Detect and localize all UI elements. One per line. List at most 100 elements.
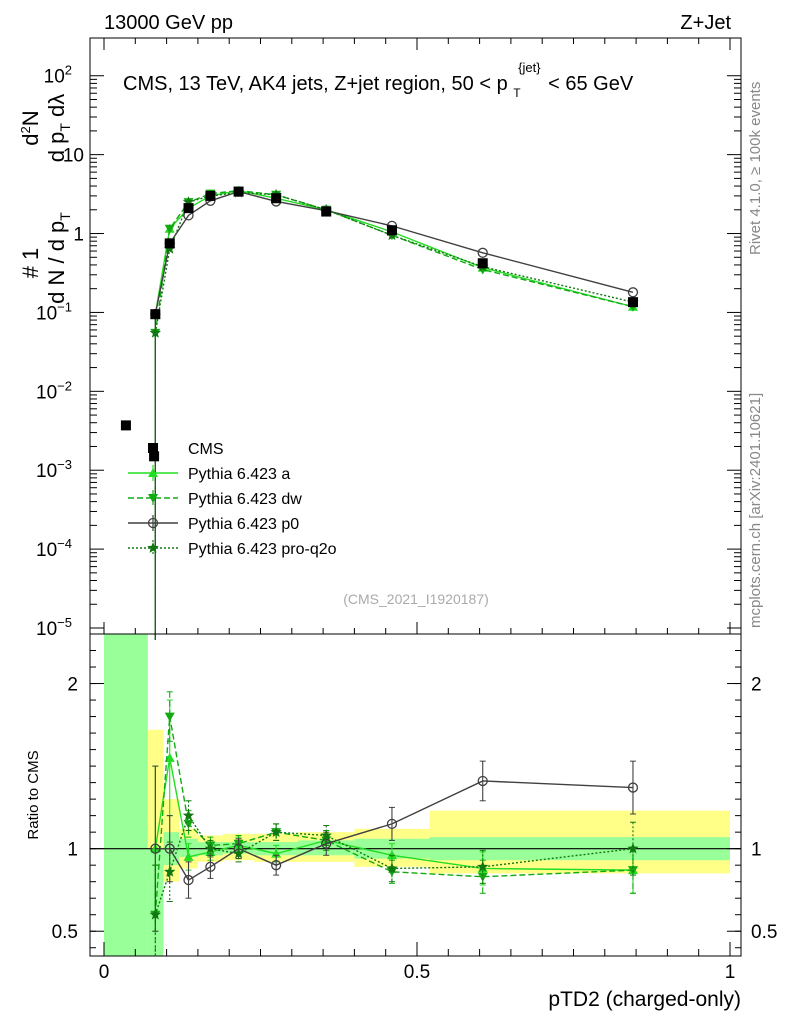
point-cms bbox=[627, 297, 638, 308]
ratio-y-tick-label: 2 bbox=[67, 675, 78, 696]
point-q2o bbox=[182, 196, 195, 207]
point-cms bbox=[321, 206, 332, 217]
ratio-ticks: 0.5 0.5 1 1 2 2 0 0.5 1 bbox=[52, 650, 777, 983]
point-cms bbox=[205, 190, 216, 201]
ratio-line-a bbox=[154, 757, 633, 871]
ratio-y-label: Ratio to CMS bbox=[25, 750, 42, 839]
ratio-point-q2o bbox=[477, 860, 489, 872]
point-cms bbox=[386, 225, 397, 236]
main-plot: 10−5 10−4 10−3 10−2 10−1 1 10 102 CMS, 13 TeV, … bbox=[18, 37, 742, 640]
rivet-label: Rivet 4.1.0, ≥ 100k events bbox=[747, 82, 764, 255]
title-superscript: {jet} bbox=[518, 60, 541, 75]
ratio-point-p0 bbox=[164, 843, 175, 854]
title-end: < 65 GeV bbox=[548, 73, 634, 95]
y-label-num: d2N bbox=[18, 110, 43, 145]
x-tick-label: 1 bbox=[725, 962, 736, 983]
main-y-ticks: 10−5 10−4 10−3 10−2 10−1 1 10 102 bbox=[36, 38, 741, 640]
y-label-1: # bbox=[18, 265, 43, 278]
ratio-point-p0 bbox=[270, 860, 282, 871]
y-label-fraction: #1 bbox=[18, 248, 43, 279]
point-cms bbox=[271, 193, 282, 204]
header-left: 13000 GeV pp bbox=[104, 12, 233, 34]
legend-marker-dw bbox=[148, 494, 158, 503]
legend-marker-a bbox=[148, 468, 158, 477]
ratio-point-q2o bbox=[204, 842, 217, 854]
legend-label-data: CMS bbox=[188, 441, 224, 458]
header-right: Z+Jet bbox=[680, 12, 731, 34]
title-symbol: p bbox=[497, 73, 508, 95]
point-cms bbox=[164, 238, 175, 249]
ratio-y-tick-label: 0.5 bbox=[52, 922, 78, 943]
x-tick-label: 0.5 bbox=[404, 962, 430, 983]
series-line-p0 bbox=[154, 190, 634, 315]
main-y-axis-label: #1 d N / d pT d2N d pT dλ bbox=[18, 94, 73, 304]
ratio-point-q2o bbox=[270, 826, 282, 837]
ratio-point-q2o bbox=[627, 842, 639, 854]
point-cms bbox=[150, 309, 161, 320]
legend-label-p0: Pythia 6.423 p0 bbox=[188, 516, 299, 533]
y-label-2: 1 bbox=[18, 248, 43, 260]
point-cms bbox=[120, 420, 131, 431]
ratio-y-tick-label-right: 1 bbox=[751, 840, 762, 861]
legend-label-q2o: Pythia 6.423 pro-q2o bbox=[188, 541, 337, 558]
point-cms bbox=[149, 451, 160, 462]
series-line-q2o bbox=[154, 191, 634, 334]
ratio-y-tick-label-right: 0.5 bbox=[751, 922, 777, 943]
legend-label-a: Pythia 6.423 a bbox=[188, 466, 290, 483]
y-tick-label: 10−4 bbox=[36, 536, 72, 561]
y-tick-label: 102 bbox=[44, 63, 72, 88]
point-cms bbox=[233, 186, 244, 197]
x-tick-label: 0 bbox=[99, 962, 110, 983]
ratio-line-p0 bbox=[155, 780, 634, 882]
y-label-den: d N / d pT bbox=[44, 212, 73, 304]
y-tick-label: 1 bbox=[73, 225, 84, 246]
ratio-point-a bbox=[183, 851, 194, 861]
title-main: CMS, 13 TeV, AK4 jets, Z+jet region, 50 … bbox=[123, 73, 491, 95]
title-subscript: T bbox=[513, 86, 521, 100]
y-tick-label: 10 bbox=[63, 146, 84, 167]
point-p0 bbox=[477, 247, 488, 258]
mcplots-label: mcplots.cern.ch [arXiv:2401.10621] bbox=[747, 393, 764, 628]
ratio-line-q2o bbox=[154, 814, 634, 915]
ratio-y-tick-label: 1 bbox=[67, 840, 78, 861]
ratio-frame bbox=[89, 633, 742, 957]
y-tick-label: 10−2 bbox=[36, 378, 72, 403]
watermark: (CMS_2021_I1920187) bbox=[343, 591, 489, 607]
ratio-line-dw bbox=[154, 716, 634, 915]
ratio-point-q2o bbox=[164, 865, 176, 877]
y-tick-label: 10−3 bbox=[36, 457, 72, 482]
ratio-point-p0 bbox=[183, 874, 194, 886]
legend-marker-p0 bbox=[147, 517, 159, 529]
ratio-point-dw bbox=[477, 872, 488, 882]
point-cms bbox=[183, 203, 194, 214]
ratio-point-p0 bbox=[150, 843, 161, 854]
y-tick-label: 10−5 bbox=[36, 615, 72, 640]
legend-label-dw: Pythia 6.423 dw bbox=[188, 491, 302, 508]
plot-title: CMS, 13 TeV, AK4 jets, Z+jet region, 50 … bbox=[123, 55, 634, 102]
legend-marker-data bbox=[148, 443, 158, 453]
legend: CMS Pythia 6.423 a Pythia 6.423 dw Pythia 6… bbox=[128, 441, 337, 558]
ratio-point-p0 bbox=[386, 818, 398, 830]
series-line-dw bbox=[154, 189, 634, 334]
point-cms bbox=[477, 258, 488, 269]
point-dw bbox=[164, 224, 175, 234]
ratio-point-q2o bbox=[386, 862, 398, 874]
ratio-point-p0 bbox=[477, 775, 488, 787]
series-line-a bbox=[154, 189, 634, 315]
legend-marker-q2o bbox=[147, 542, 159, 553]
ratio-point-q2o bbox=[232, 847, 245, 859]
point-q2o bbox=[149, 326, 161, 338]
ratio-point-p0 bbox=[205, 861, 216, 872]
x-axis-label: pTD2 (charged-only) bbox=[548, 988, 741, 1011]
ratio-point-dw bbox=[164, 712, 175, 722]
band-inner bbox=[104, 634, 148, 956]
ratio-point-q2o bbox=[320, 829, 332, 841]
ratio-y-tick-label-right: 2 bbox=[751, 675, 762, 696]
ratio-plot: 0.5 0.5 1 1 2 2 0 0.5 1 Ratio to CMS pTD2 (charg… bbox=[25, 633, 777, 1011]
ratio-point-q2o bbox=[182, 809, 195, 821]
ratio-series bbox=[149, 691, 639, 957]
ratio-point-p0 bbox=[627, 782, 639, 793]
main-series bbox=[120, 185, 639, 640]
ratio-point-q2o bbox=[149, 908, 161, 920]
